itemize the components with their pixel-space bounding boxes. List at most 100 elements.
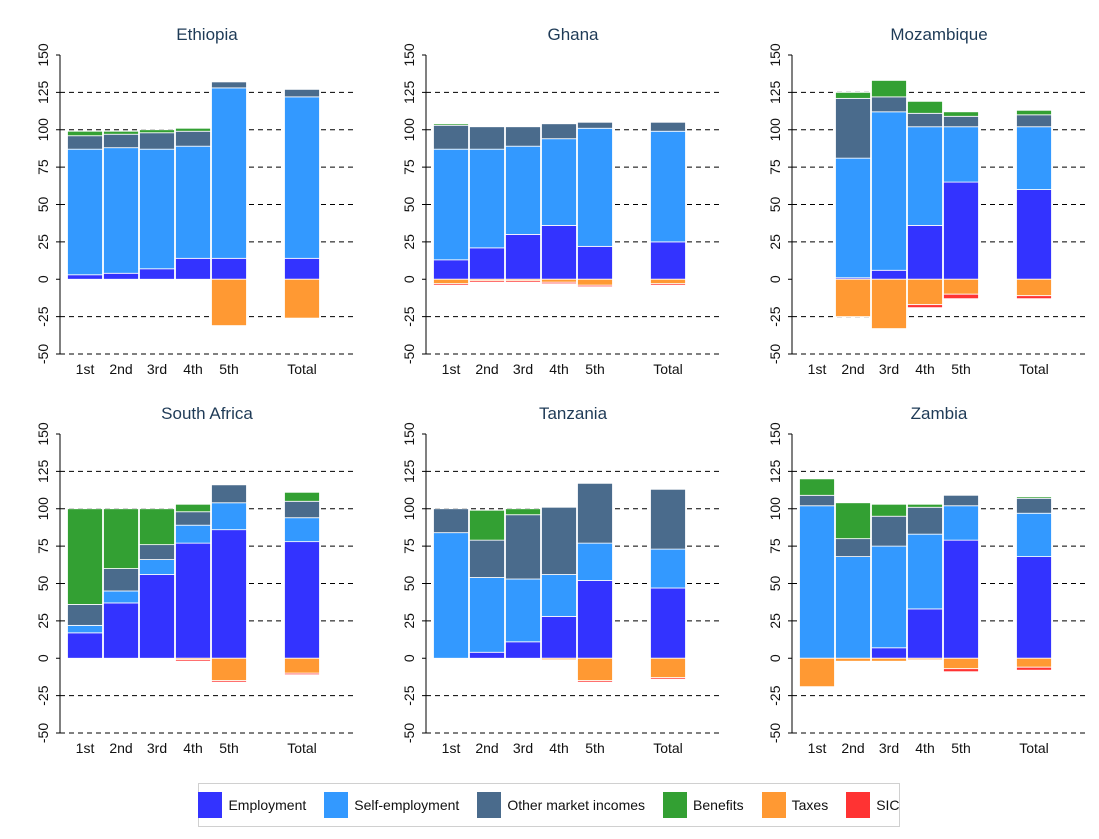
bar-segment — [577, 127, 613, 247]
y-tick-label: 150 — [35, 43, 51, 67]
bar-segment — [1016, 496, 1052, 499]
bar-segment — [1016, 278, 1052, 297]
y-tick-label: 50 — [401, 576, 417, 592]
bar-segment — [835, 538, 871, 557]
y-tick-label: -50 — [401, 723, 417, 743]
legend-label: SIC — [876, 797, 900, 813]
bar-segment — [139, 559, 175, 575]
x-tick-label: 2nd — [841, 361, 864, 377]
bar-segment — [871, 278, 907, 329]
bar-segment — [650, 587, 686, 659]
bar-segment — [907, 533, 943, 610]
bar-segment — [871, 80, 907, 98]
bar-segment — [433, 508, 469, 534]
bar-segment — [835, 657, 871, 662]
x-tick-label: 2nd — [841, 740, 864, 756]
bar-segment — [175, 145, 211, 259]
x-tick-label: 4th — [915, 361, 934, 377]
legend-swatch — [663, 792, 688, 818]
legend-item-taxes: Taxes — [761, 792, 828, 818]
bar-segment — [577, 278, 613, 286]
bar-segment — [67, 508, 103, 605]
x-tick-label: 4th — [915, 740, 934, 756]
x-tick-label: 4th — [183, 740, 202, 756]
bar-segment — [943, 293, 979, 300]
chart-title: Mozambique — [890, 25, 987, 44]
bar-segment — [907, 503, 943, 508]
bar-segment — [871, 545, 907, 649]
bar-segment — [1016, 512, 1052, 557]
bar-segment — [469, 280, 505, 283]
x-tick-label: Total — [653, 740, 683, 756]
chart-title: Ethiopia — [176, 25, 238, 44]
bar-segment — [284, 541, 320, 659]
y-tick-label: 0 — [401, 654, 417, 662]
x-tick-label: 5th — [219, 740, 238, 756]
chart-panel: South Africa -50 -25 0 25 50 75 100 125 150 1st 2nd… — [35, 404, 354, 756]
legend: Employment Self-employment Other market … — [198, 783, 900, 827]
chart-panel: Zambia -50 -25 0 25 50 75 100 125 150 1st 2nd 3rd 4th… — [767, 404, 1086, 756]
bar-segment — [175, 127, 211, 132]
bar-segment — [577, 657, 613, 682]
bar-segment — [103, 130, 139, 135]
y-tick-label: 150 — [401, 422, 417, 446]
bar-segment — [67, 130, 103, 137]
bar-segment — [284, 657, 320, 674]
y-tick-label: 100 — [767, 497, 783, 521]
bar-segment — [469, 539, 505, 578]
bar-segment — [433, 259, 469, 280]
bar-segment — [650, 677, 686, 680]
x-tick-label: 3rd — [879, 740, 899, 756]
y-tick-label: -25 — [767, 306, 783, 326]
bar-segment — [871, 503, 907, 517]
x-tick-label: 1st — [76, 361, 95, 377]
x-tick-label: 3rd — [879, 361, 899, 377]
legend-swatch — [477, 792, 502, 818]
bar-segment — [211, 257, 247, 280]
chart-title: Ghana — [547, 25, 599, 44]
bar-segment — [505, 233, 541, 280]
bar-segment — [211, 278, 247, 326]
bar-segment — [469, 577, 505, 653]
bar-segment — [469, 247, 505, 280]
bar-segment — [505, 514, 541, 580]
bar-segment — [1016, 109, 1052, 116]
bar-segment — [650, 548, 686, 589]
y-tick-label: 125 — [767, 80, 783, 104]
bar-segment — [139, 544, 175, 560]
y-tick-label: 50 — [767, 576, 783, 592]
bar-segment — [505, 145, 541, 235]
x-tick-label: Total — [287, 361, 317, 377]
bar-segment — [907, 278, 943, 306]
bar-segment — [1016, 497, 1052, 514]
x-tick-label: 3rd — [147, 361, 167, 377]
bar-segment — [577, 284, 613, 288]
y-tick-label: -50 — [767, 723, 783, 743]
x-tick-label: 4th — [549, 740, 568, 756]
bar-segment — [175, 511, 211, 526]
legend-item-benefits: Benefits — [663, 792, 744, 818]
x-tick-label: 1st — [442, 361, 461, 377]
y-tick-label: 50 — [767, 197, 783, 213]
bar-segment — [505, 126, 541, 147]
bar-segment — [907, 225, 943, 280]
bar-segment — [67, 604, 103, 626]
bar-segment — [284, 88, 320, 98]
bar-segment — [835, 556, 871, 659]
bar-segment — [871, 269, 907, 280]
bar-segment — [433, 283, 469, 286]
legend-swatch — [198, 792, 223, 818]
bar-segment — [541, 138, 577, 226]
bar-segment — [67, 632, 103, 659]
x-tick-label: 4th — [549, 361, 568, 377]
bar-segment — [211, 529, 247, 659]
y-tick-label: 25 — [767, 613, 783, 629]
bar-segment — [103, 602, 139, 659]
bar-segment — [943, 657, 979, 670]
y-tick-label: 25 — [35, 234, 51, 250]
bar-segment — [799, 494, 835, 507]
bar-segment — [907, 657, 943, 661]
chart-title: South Africa — [161, 404, 253, 423]
bar-segment — [139, 132, 175, 150]
y-tick-label: 100 — [401, 118, 417, 142]
